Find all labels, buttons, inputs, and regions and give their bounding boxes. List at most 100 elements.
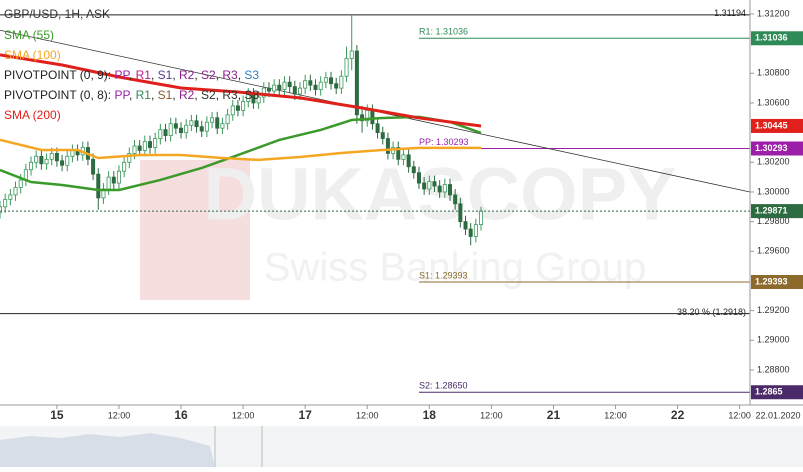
x-tick-label: 21 [547,408,561,422]
candle-body [179,127,184,134]
candle-body [49,152,54,160]
candle-body [142,141,147,151]
pivot-legend-part: S3 [244,88,259,102]
candle-body [91,158,96,175]
candle-body [106,176,111,190]
pivot-legend-part: PIVOTPOINT (0, 9): [4,68,111,82]
candle-body [370,109,375,125]
candle-body [29,161,34,171]
candle-body [96,173,101,199]
price-box [751,31,803,46]
price-box [751,385,803,400]
candle-body [360,114,365,122]
candle-body [184,124,189,134]
candle-body [65,155,70,166]
candle-body [458,203,463,223]
x-tick-label: 12:00 [232,410,255,420]
pivot-legend-part: R1 [136,88,152,102]
candle-body [122,161,127,172]
y-tick-label: 1.29800 [757,216,790,226]
candle-body [127,152,132,163]
pivot-legend-part: , [194,88,201,102]
price-box [751,204,803,219]
candle-body [116,170,121,184]
level-label: 1.31194 [714,8,746,18]
candle-body [147,141,152,148]
candle-body [60,160,65,166]
candle-body [3,198,8,208]
watermark-logo [140,160,250,300]
pivot-legend-part: S2 [201,68,216,82]
price-box [751,275,803,290]
pivot-legend: PIVOTPOINT (0, 8): PP, R1, S1, R2, S2, R… [4,88,259,102]
candle-body [8,194,13,200]
candle-body [339,75,344,89]
watermark: DUKASCOPY Swiss Banking Group [140,153,676,300]
legend-entry: SMA (200) [4,108,61,122]
candle-body [220,123,225,129]
y-tick-label: 1.30200 [757,157,790,167]
y-tick-label: 1.30600 [757,97,790,107]
watermark-tagline: Swiss Banking Group [264,246,646,290]
x-tick-label: 16 [174,408,188,422]
candle-body [199,126,204,132]
y-tick-label: 1.28800 [757,364,790,374]
plot-area: 1.31194 38.20 % (1.2918) R1: 1.31036 PP: 1.… [0,8,751,393]
candle-body [132,145,137,154]
pivot-legend-part: , [172,88,179,102]
level-label: 38.20 % (1.2918) [677,307,746,317]
pivot-label: R1: 1.31036 [419,27,468,37]
y-tick-label: 1.29600 [757,246,790,256]
candle-body [54,152,59,162]
candle-body [411,166,416,174]
pivot-label: S1: 1.29393 [419,270,468,280]
pivot-legend-part: S1 [158,88,173,102]
price-box-label: 1.29871 [755,205,788,215]
candle-body [422,182,427,190]
pivot-legend-part: , [238,88,245,102]
candle-body [406,154,411,168]
x-axis-panel [0,405,803,425]
candle-body [297,87,302,95]
candle-body [241,101,246,111]
candle-body [13,187,18,196]
sma-line [0,53,482,128]
candle-body [70,150,75,157]
y-tick-label: 1.31200 [757,8,790,18]
candle-body [375,123,380,134]
x-tick-label: 12:00 [604,410,627,420]
candle-body [204,121,209,132]
candle-body [437,185,442,193]
pivot-legend-part: R3 [222,68,238,82]
candle-body [163,129,168,136]
legend-entry: SMA (100) [4,48,61,62]
y-tick-label: 1.30000 [757,186,790,196]
x-tick-label: 18 [423,408,437,422]
pivot-legend-part: , [238,68,245,82]
pivot-legend-part: , [172,68,179,82]
pivot-legend-part: S1 [158,68,173,82]
price-box-label: 1.29393 [755,276,788,286]
candle-body [432,181,437,187]
pivot-legend-part: R3 [222,88,238,102]
legend: GBP/USD, 1H, ASK SMA (55) SMA (100) PIVOTPO… [4,7,259,122]
candle-body [137,145,142,151]
candle-body [323,77,328,83]
pivot-legend-part: R1 [136,68,152,82]
candle-body [44,158,49,165]
candle-body [416,172,421,184]
pivot-legend-part: , [216,68,223,82]
y-tick-label: 1.30800 [757,68,790,78]
y-tick-label: 1.29200 [757,305,790,315]
candle-body [277,84,282,91]
price-box-label: 1.31036 [755,33,788,43]
candle-body [463,221,468,230]
candle-body [235,105,240,111]
candle-body [272,84,277,92]
candle-body [39,155,44,165]
legend-entry: SMA (55) [4,28,54,42]
candle-body [261,87,266,98]
candle-body [401,154,406,160]
